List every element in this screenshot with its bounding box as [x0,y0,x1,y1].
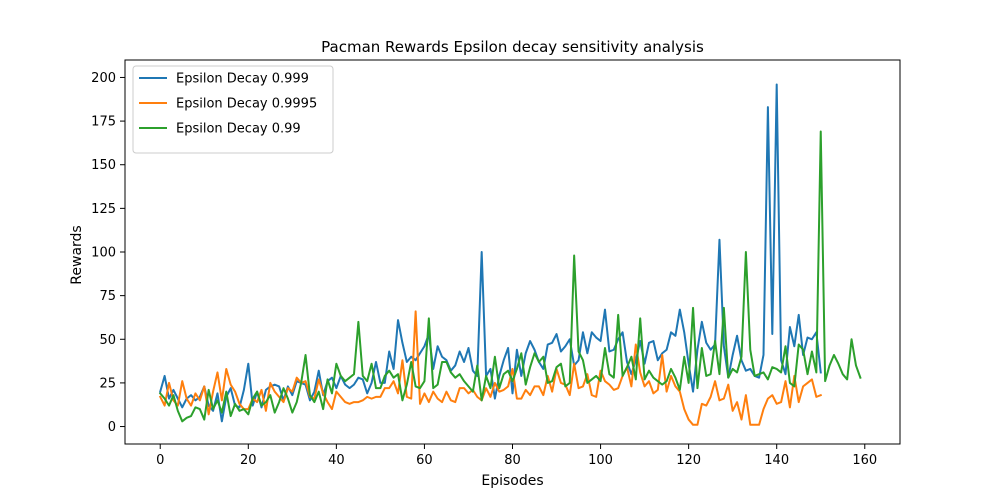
legend-entry-2: Epsilon Decay 0.9995 [176,97,317,112]
y-tick-label: 100 [91,246,116,261]
legend-entry-1: Epsilon Decay 0.999 [176,72,309,87]
y-tick-label: 25 [99,376,116,391]
x-tick-label: 40 [328,453,345,468]
x-tick-label: 120 [676,453,701,468]
axes: 0 20 40 60 80 100 120 140 160 0 25 50 75 100 125 150 175… [91,59,901,468]
series-line-2 [158,310,823,426]
x-axis-label: Episodes [481,473,543,489]
x-tick-label: 80 [504,453,521,468]
legend: Epsilon Decay 0.999 Epsilon Decay 0.9995 E… [132,65,334,154]
x-tick-label: 60 [416,453,433,468]
legend-box [132,65,334,154]
series-line-3 [158,130,862,423]
x-tick-label: 20 [240,453,257,468]
x-tick-label: 0 [156,453,164,468]
chart-title: Pacman Rewards Epsilon decay sensitivity… [321,38,704,56]
y-axis-label: Rewards [69,225,85,284]
x-tick-label: 100 [588,453,613,468]
y-tick-label: 125 [91,202,116,217]
y-tick-label: 175 [91,115,116,130]
x-tick-label: 160 [852,453,877,468]
y-tick-label: 150 [91,158,116,173]
y-tick-label: 50 [99,333,116,348]
x-tick-label: 140 [764,453,789,468]
y-tick-label: 200 [91,71,116,86]
y-tick-label: 0 [108,420,116,435]
plot-area [158,83,862,426]
y-tick-label: 75 [99,289,116,304]
legend-entry-3: Epsilon Decay 0.99 [176,122,301,137]
